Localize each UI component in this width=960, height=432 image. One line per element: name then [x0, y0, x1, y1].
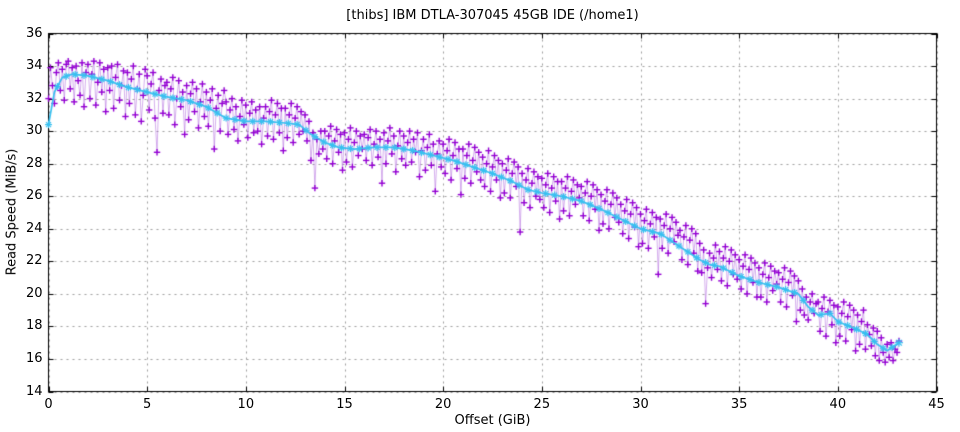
y-tick-label: 18: [25, 318, 43, 334]
x-tick-label: 0: [44, 396, 53, 412]
x-tick-label: 20: [434, 396, 452, 412]
x-tick-label: 15: [336, 396, 353, 412]
x-tick-label: 25: [533, 396, 551, 412]
x-tick-label: 40: [829, 396, 847, 412]
x-tick-label: 30: [632, 396, 649, 412]
x-tick-label: 35: [730, 396, 748, 412]
y-tick-label: 20: [25, 285, 43, 301]
chart-title: [thibs] IBM DTLA-307045 45GB IDE (/home1…: [346, 8, 639, 23]
y-tick-label: 36: [25, 25, 43, 41]
x-tick-label: 10: [237, 396, 255, 412]
y-tick-label: 26: [25, 188, 43, 204]
x-tick-label: 45: [928, 396, 945, 412]
y-tick-label: 16: [25, 350, 43, 366]
y-tick-label: 24: [25, 220, 43, 236]
x-tick-label: 5: [143, 396, 152, 412]
x-axis-label: Offset (GiB): [454, 413, 531, 428]
y-tick-label: 34: [25, 58, 43, 74]
y-tick-label: 28: [25, 155, 43, 171]
y-tick-label: 30: [25, 123, 43, 139]
y-tick-label: 22: [25, 253, 43, 269]
y-tick-label: 14: [25, 383, 43, 399]
y-tick-label: 32: [25, 90, 43, 106]
